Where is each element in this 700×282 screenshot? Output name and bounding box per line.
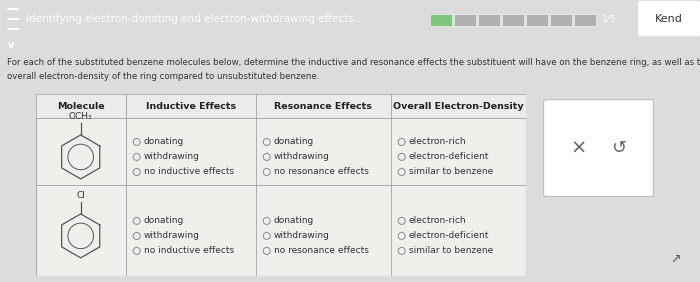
Bar — [478, 14, 500, 26]
Text: withdrawing: withdrawing — [274, 232, 330, 240]
Text: Inductive Effects: Inductive Effects — [146, 102, 236, 111]
Text: ↗: ↗ — [671, 252, 680, 265]
Bar — [574, 14, 596, 26]
Text: no resonance effects: no resonance effects — [274, 168, 369, 177]
Text: similar to benzene: similar to benzene — [409, 246, 493, 255]
FancyBboxPatch shape — [544, 100, 653, 197]
Text: withdrawing: withdrawing — [144, 153, 200, 161]
Bar — [454, 14, 476, 26]
Text: no inductive effects: no inductive effects — [144, 168, 234, 177]
Text: donating: donating — [144, 216, 184, 225]
Text: similar to benzene: similar to benzene — [409, 168, 493, 177]
Text: Identifying electron-donating and electron-withdrawing effects...: Identifying electron-donating and electr… — [26, 14, 364, 24]
Text: overall electron-density of the ring compared to unsubstituted benzene.: overall electron-density of the ring com… — [8, 72, 320, 81]
Bar — [430, 14, 452, 26]
Text: donating: donating — [144, 137, 184, 146]
Text: OCH₃: OCH₃ — [69, 112, 92, 121]
Text: Cl: Cl — [76, 191, 85, 200]
Text: no inductive effects: no inductive effects — [144, 246, 234, 255]
Text: electron-deficient: electron-deficient — [409, 153, 489, 161]
Text: electron-rich: electron-rich — [409, 216, 466, 225]
Text: ×: × — [570, 138, 587, 158]
Text: donating: donating — [274, 137, 314, 146]
Text: electron-deficient: electron-deficient — [409, 232, 489, 240]
Text: v: v — [8, 40, 15, 50]
Bar — [36, 94, 526, 118]
Text: Kend: Kend — [655, 14, 683, 24]
Text: donating: donating — [274, 216, 314, 225]
Text: 1/5: 1/5 — [602, 15, 617, 24]
Text: Molecule: Molecule — [57, 102, 104, 111]
Bar — [550, 14, 572, 26]
Text: electron-rich: electron-rich — [409, 137, 466, 146]
Text: For each of the substituted benzene molecules below, determine the inductive and: For each of the substituted benzene mole… — [8, 58, 700, 67]
Text: withdrawing: withdrawing — [144, 232, 200, 240]
Text: ↺: ↺ — [611, 139, 626, 157]
FancyBboxPatch shape — [638, 1, 700, 36]
Text: Overall Electron-Density: Overall Electron-Density — [393, 102, 524, 111]
Bar — [526, 14, 548, 26]
Bar — [502, 14, 524, 26]
Text: Resonance Effects: Resonance Effects — [274, 102, 372, 111]
Text: withdrawing: withdrawing — [274, 153, 330, 161]
Text: no resonance effects: no resonance effects — [274, 246, 369, 255]
